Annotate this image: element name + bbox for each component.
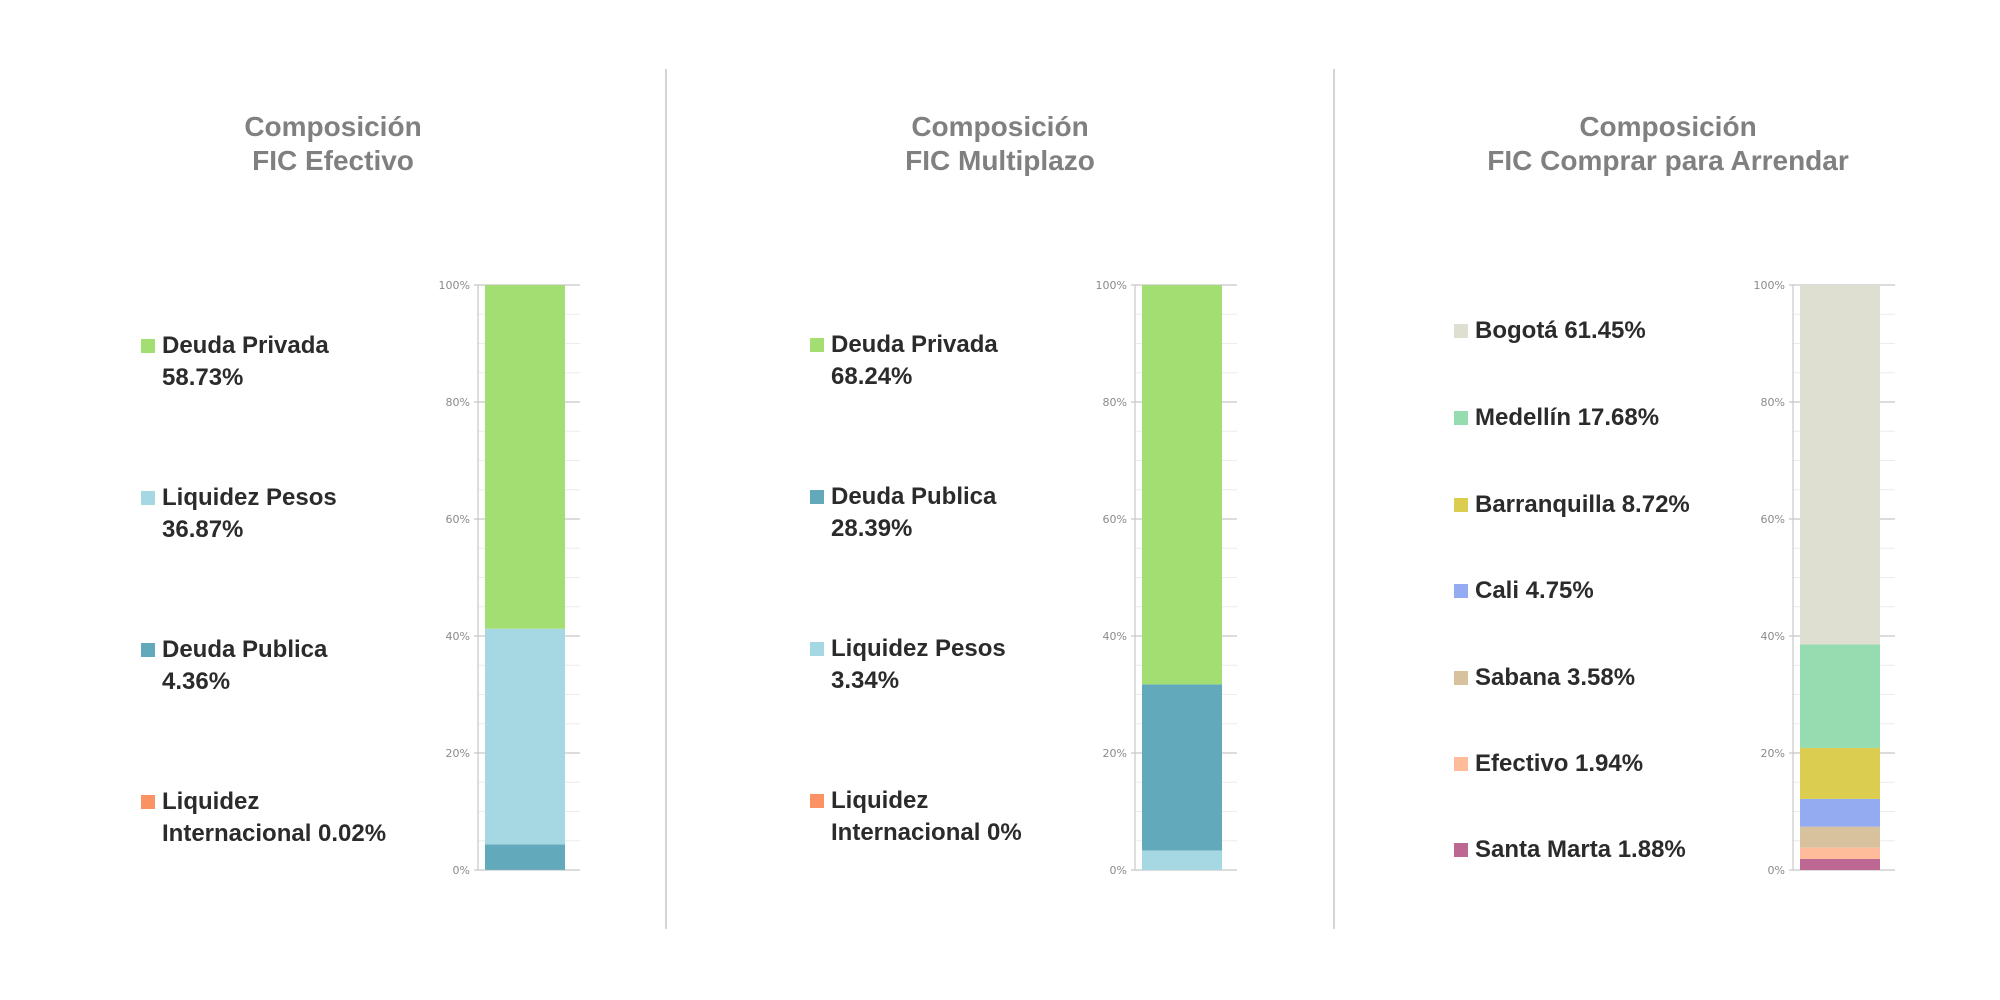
bar-segment [1142,285,1222,685]
legend-swatch [810,794,824,808]
bar-segment [1800,798,1880,827]
legend-label: Medellín 17.68% [1475,404,1660,431]
y-tick-label: 60% [1761,513,1785,526]
legend-swatch [1454,411,1468,425]
y-tick-label: 40% [1103,630,1127,643]
y-tick-label: 100% [1754,279,1785,292]
legend-swatch [1454,498,1468,512]
legend-swatch [810,338,824,352]
legend-swatch [1454,584,1468,598]
chart-panel-fic-multiplazo: Composición FIC Multiplazo Deuda Privada… [667,0,1333,1000]
chart-title-line-2: FIC Efectivo [252,145,414,176]
y-tick-label: 40% [446,630,470,643]
legend-label: Deuda Publica 4.36% [162,636,328,695]
y-tick-label: 0% [453,864,470,877]
legend-label: Cali 4.75% [1475,577,1594,604]
legend-swatch [141,643,155,657]
legend-label: Deuda Privada 68.24% [831,331,998,390]
bar-segment [1800,644,1880,748]
legend-swatch [141,795,155,809]
chart-title-line-1: Composición [1579,111,1757,142]
bar-segment [1142,850,1222,870]
y-tick-label: 100% [1096,279,1127,292]
legend-label: Bogotá 61.45% [1475,317,1646,344]
panel-divider-2 [1333,69,1335,929]
legend-label: Liquidez Pesos 36.87% [162,484,337,543]
chart-panel-fic-efectivo: Composición FIC Efectivo Deuda Privada 58… [0,0,666,1000]
legend-label: Santa Marta 1.88% [1475,836,1686,863]
y-tick-label: 60% [446,513,470,526]
chart-title-line-2: FIC Comprar para Arrendar [1487,145,1849,176]
bar-segment [485,844,565,870]
chart-panel-fic-comprar-para-arrendar: Composición FIC Comprar para Arrendar Bo… [1335,0,2000,1000]
legend-label: Liquidez Pesos 3.34% [831,635,1006,694]
legend-swatch [1454,843,1468,857]
panel-divider-1 [665,69,667,929]
y-tick-label: 60% [1103,513,1127,526]
y-tick-label: 100% [439,279,470,292]
bar-segment [485,628,565,845]
y-tick-label: 0% [1110,864,1127,877]
bar-segment [1800,859,1880,870]
bar-segment [1142,684,1222,851]
legend-label: Deuda Publica 28.39% [831,483,997,542]
chart-title-line-1: Composición [911,111,1089,142]
legend-swatch [1454,671,1468,685]
legend-label: Barranquilla 8.72% [1475,491,1690,518]
legend-label: Sabana 3.58% [1475,664,1636,691]
bar-segment [1800,826,1880,848]
legend-swatch [141,491,155,505]
chart-title: Composición FIC Comprar para Arrendar [1335,110,2000,178]
y-tick-label: 80% [1103,396,1127,409]
legend-swatch [141,339,155,353]
bar-segment [485,285,565,629]
stacked-bar-chart: 0% 20% 40% 60% 80% 100% [1096,279,1237,877]
bar-segment [1800,847,1880,860]
legend-label: Liquidez Internacional 0.02% [162,788,387,847]
stacked-bar-chart: 0% 20% 40% 60% 80% 100% [1754,279,1895,877]
chart-title-line-2: FIC Multiplazo [905,145,1095,176]
legend-label: Efectivo 1.94% [1475,750,1644,777]
y-tick-label: 80% [1761,396,1785,409]
legend-label: Deuda Privada 58.73% [162,332,329,391]
bar-segment [1800,285,1880,645]
y-tick-label: 80% [446,396,470,409]
legend-swatch [810,642,824,656]
y-tick-label: 20% [1103,747,1127,760]
bar-segment [1800,747,1880,799]
stacked-bar-chart: 0% 20% 40% 60% 80% 100% [439,279,580,877]
chart-title-line-1: Composición [244,111,422,142]
y-tick-label: 20% [1761,747,1785,760]
y-tick-label: 20% [446,747,470,760]
chart-title: Composición FIC Efectivo [0,110,666,178]
y-tick-label: 40% [1761,630,1785,643]
legend-swatch [1454,757,1468,771]
legend-swatch [1454,324,1468,338]
y-tick-label: 0% [1768,864,1785,877]
chart-title: Composición FIC Multiplazo [667,110,1333,178]
legend-label: Liquidez Internacional 0% [831,787,1022,846]
legend-swatch [810,490,824,504]
